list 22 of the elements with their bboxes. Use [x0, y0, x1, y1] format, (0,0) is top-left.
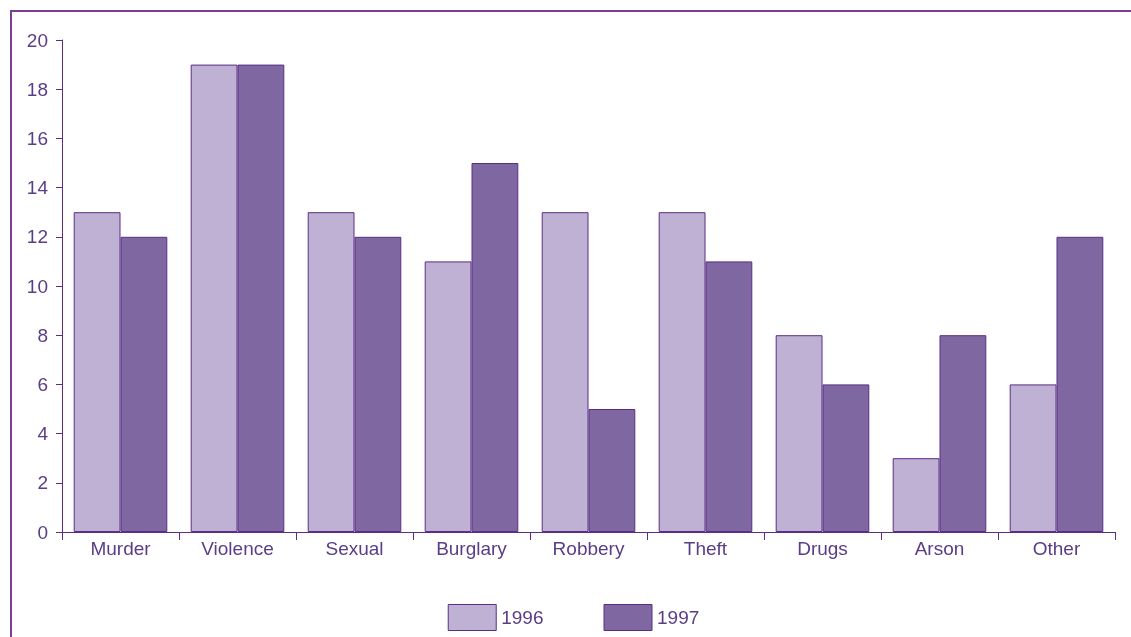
y-tick-label: 4 — [37, 423, 49, 445]
y-tick-label: 6 — [37, 373, 48, 395]
y-tick-label: 0 — [37, 521, 48, 543]
y-tick-label: 8 — [37, 324, 48, 346]
x-tick-label: Sexual — [325, 538, 384, 559]
y-tick-label: 14 — [26, 177, 49, 199]
legend-label: 1997 — [657, 607, 700, 628]
x-tick-label: Murder — [90, 538, 152, 559]
x-tick-label: Drugs — [797, 538, 848, 559]
x-tick-label: Robbery — [552, 538, 625, 559]
y-tick-label: 12 — [26, 226, 48, 248]
y-tick-label: 18 — [26, 78, 48, 100]
legend-label: 1996 — [501, 607, 544, 628]
y-tick-label: 16 — [26, 127, 48, 149]
y-tick-label: 10 — [26, 275, 48, 297]
x-tick-label: Burglary — [436, 538, 508, 559]
x-tick-label: Other — [1032, 538, 1081, 559]
x-tick-label: Theft — [683, 538, 728, 559]
y-tick-label: 2 — [37, 472, 48, 494]
y-tick-label: 20 — [26, 29, 48, 51]
x-tick-label: Arson — [914, 538, 965, 559]
x-tick-label: Violence — [201, 538, 274, 559]
